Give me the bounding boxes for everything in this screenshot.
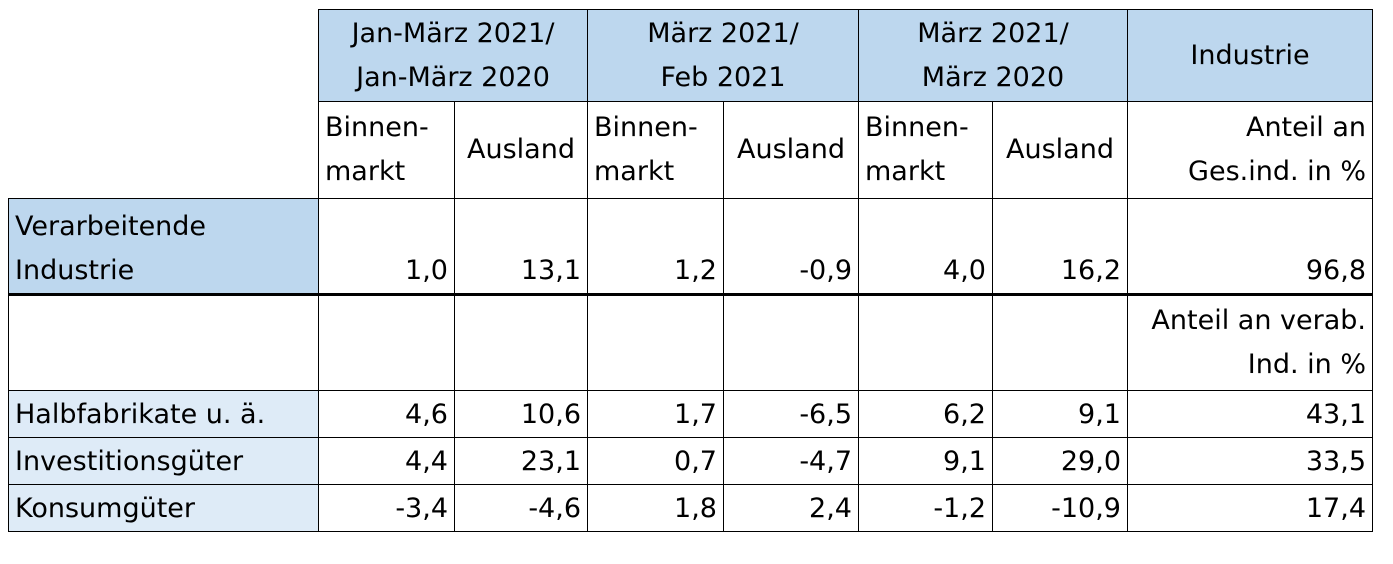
value-cell: 2,4: [723, 484, 859, 532]
row-label-line-2: Industrie: [15, 255, 135, 286]
table-row-halbfabrikate: Halbfabrikate u. ä. 4,6 10,6 1,7 -6,5 6,…: [8, 390, 1373, 438]
value-cell: 4,6: [318, 390, 455, 438]
table-row-anteil-verab: Anteil an verab. Ind. in %: [8, 294, 1373, 391]
empty-corner-cell: [9, 10, 319, 102]
header-anteil-ges: Anteil an Ges.ind. in %: [1127, 101, 1373, 199]
empty-cell: [318, 294, 455, 391]
empty-cell: [992, 294, 1128, 391]
header-ausland: Ausland: [723, 101, 859, 199]
value-cell: 1,8: [587, 484, 724, 532]
header-binnenmarkt: Binnen- markt: [858, 101, 993, 199]
value-cell: 9,1: [858, 437, 993, 485]
value-cell: 23,1: [454, 437, 588, 485]
value-cell: 43,1: [1127, 390, 1373, 438]
header-anteil-line-1: Anteil an verab.: [1151, 305, 1366, 336]
value-cell: 33,5: [1127, 437, 1373, 485]
header-binnenmarkt: Binnen- markt: [587, 101, 724, 199]
value-cell: 16,2: [992, 198, 1128, 296]
header-period-line-2: Jan-März 2020: [356, 61, 550, 93]
value-cell: 10,6: [454, 390, 588, 438]
header-binnenmarkt-line-1: Binnen-: [325, 112, 429, 143]
header-binnenmarkt-line-1: Binnen-: [594, 112, 698, 143]
value-cell: 6,2: [858, 390, 993, 438]
header-binnenmarkt: Binnen- markt: [318, 101, 455, 199]
value-cell: -1,2: [858, 484, 993, 532]
row-label-halbfabrikate: Halbfabrikate u. ä.: [8, 390, 319, 438]
value-cell: 13,1: [454, 198, 588, 296]
header-period-line-1: März 2021/: [917, 17, 1069, 49]
header-period-line-1: Jan-März 2021/: [351, 17, 555, 49]
row-label-investitionsgueter: Investitionsgüter: [8, 437, 319, 485]
header-anteil-verab: Anteil an verab. Ind. in %: [1127, 294, 1373, 391]
empty-cell: [858, 294, 993, 391]
value-cell: 4,4: [318, 437, 455, 485]
value-cell: -3,4: [318, 484, 455, 532]
header-ausland: Ausland: [454, 101, 588, 199]
row-label-verarbeitende-industrie: Verarbeitende Industrie: [8, 198, 319, 296]
header-ausland: Ausland: [992, 101, 1128, 199]
table-row-verarbeitende-industrie: Verarbeitende Industrie 1,0 13,1 1,2 -0,…: [8, 198, 1373, 296]
value-cell: 0,7: [587, 437, 724, 485]
header-period-line-2: Feb 2021: [660, 61, 786, 93]
value-cell: -4,7: [723, 437, 859, 485]
header-binnenmarkt-line-1: Binnen-: [865, 112, 969, 143]
industry-growth-table: Jan-März 2021/ Jan-März 2020 März 2021/ …: [8, 9, 1373, 532]
value-cell: -0,9: [723, 198, 859, 296]
header-binnenmarkt-line-2: markt: [594, 156, 675, 187]
value-cell: -4,6: [454, 484, 588, 532]
header-industrie: Industrie: [1127, 9, 1373, 102]
empty-corner-cell: [9, 102, 319, 199]
table-row-konsumgueter: Konsumgüter -3,4 -4,6 1,8 2,4 -1,2 -10,9…: [8, 484, 1373, 532]
header-row-periods: Jan-März 2021/ Jan-März 2020 März 2021/ …: [9, 9, 1373, 102]
value-cell: 29,0: [992, 437, 1128, 485]
value-cell: 9,1: [992, 390, 1128, 438]
empty-cell: [587, 294, 724, 391]
value-cell: 4,0: [858, 198, 993, 296]
value-cell: 1,2: [587, 198, 724, 296]
value-cell: 1,0: [318, 198, 455, 296]
value-cell: 96,8: [1127, 198, 1373, 296]
header-row-markets: Binnen- markt Ausland Binnen- markt Ausl…: [9, 101, 1373, 199]
header-period-line-1: März 2021/: [647, 17, 799, 49]
empty-cell: [723, 294, 859, 391]
row-label-line-1: Verarbeitende: [15, 211, 207, 242]
header-anteil-line-2: Ges.ind. in %: [1188, 156, 1366, 187]
header-period-line-2: März 2020: [921, 61, 1065, 93]
table-row-investitionsgueter: Investitionsgüter 4,4 23,1 0,7 -4,7 9,1 …: [8, 437, 1373, 485]
header-period-maerz-maerz: März 2021/ März 2020: [858, 9, 1128, 102]
value-cell: -10,9: [992, 484, 1128, 532]
header-anteil-line-2: Ind. in %: [1247, 349, 1366, 380]
value-cell: 1,7: [587, 390, 724, 438]
header-period-maerz-feb: März 2021/ Feb 2021: [587, 9, 859, 102]
empty-cell: [454, 294, 588, 391]
value-cell: 17,4: [1127, 484, 1373, 532]
header-period-jan-maerz: Jan-März 2021/ Jan-März 2020: [318, 9, 588, 102]
header-binnenmarkt-line-2: markt: [865, 156, 946, 187]
empty-cell: [8, 294, 319, 391]
value-cell: -6,5: [723, 390, 859, 438]
header-anteil-line-1: Anteil an: [1245, 112, 1366, 143]
row-label-konsumgueter: Konsumgüter: [8, 484, 319, 532]
header-binnenmarkt-line-2: markt: [325, 156, 406, 187]
